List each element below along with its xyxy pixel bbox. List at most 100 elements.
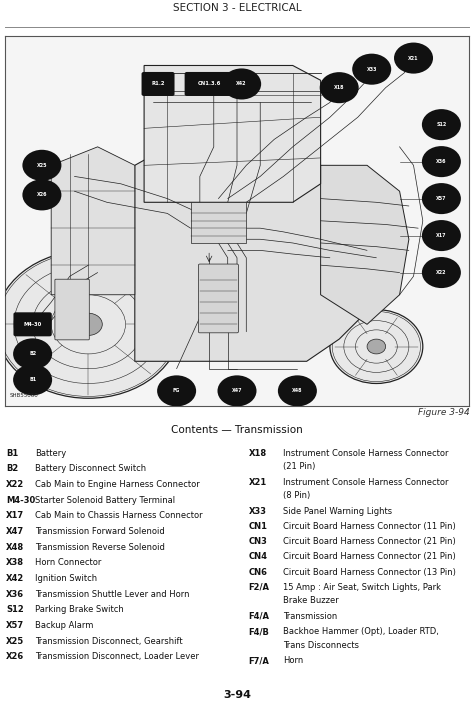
- Text: X17: X17: [436, 233, 447, 238]
- Circle shape: [422, 146, 461, 177]
- Text: M4-30: M4-30: [6, 495, 35, 505]
- Text: F2/A: F2/A: [248, 583, 270, 592]
- Text: X17: X17: [6, 511, 24, 521]
- Text: CN3: CN3: [248, 537, 267, 546]
- Text: SECTION 3 - ELECTRICAL: SECTION 3 - ELECTRICAL: [173, 3, 301, 13]
- Circle shape: [352, 54, 391, 85]
- Text: X25: X25: [6, 637, 24, 645]
- Text: X48: X48: [292, 388, 302, 393]
- Circle shape: [422, 257, 461, 288]
- Circle shape: [74, 313, 102, 335]
- Text: X36: X36: [436, 159, 447, 164]
- Text: CN1: CN1: [248, 522, 268, 531]
- FancyBboxPatch shape: [55, 279, 89, 340]
- Text: Circuit Board Harness Connector (13 Pin): Circuit Board Harness Connector (13 Pin): [283, 567, 456, 577]
- Text: S12: S12: [6, 605, 24, 614]
- FancyBboxPatch shape: [13, 312, 52, 336]
- Circle shape: [22, 180, 62, 210]
- Text: Trans Disconnects: Trans Disconnects: [283, 640, 359, 650]
- Circle shape: [330, 309, 423, 383]
- Text: Transmission Reverse Solenoid: Transmission Reverse Solenoid: [35, 543, 165, 551]
- Text: X18: X18: [248, 449, 267, 457]
- Text: X47: X47: [6, 527, 24, 536]
- Text: M4-30: M4-30: [24, 322, 42, 327]
- Text: Contents — Transmission: Contents — Transmission: [171, 426, 303, 435]
- Text: X21: X21: [408, 55, 419, 60]
- Text: Battery: Battery: [35, 449, 66, 457]
- Text: Ignition Switch: Ignition Switch: [35, 574, 97, 583]
- Text: Starter Solenoid Battery Terminal: Starter Solenoid Battery Terminal: [35, 495, 175, 505]
- Circle shape: [319, 72, 359, 103]
- Circle shape: [394, 42, 433, 74]
- Circle shape: [422, 109, 461, 140]
- Polygon shape: [51, 146, 135, 294]
- Text: Transmission Disconnect, Gearshift: Transmission Disconnect, Gearshift: [35, 637, 182, 645]
- Text: R1.2: R1.2: [151, 81, 165, 86]
- Text: X57: X57: [436, 196, 447, 201]
- Text: X48: X48: [6, 543, 24, 551]
- Text: X57: X57: [6, 621, 24, 630]
- FancyBboxPatch shape: [199, 264, 238, 333]
- Text: Figure 3-94: Figure 3-94: [418, 408, 469, 416]
- Text: F4/B: F4/B: [248, 627, 270, 636]
- Circle shape: [422, 183, 461, 214]
- Text: Horn: Horn: [283, 656, 304, 666]
- Text: F7/A: F7/A: [248, 656, 270, 666]
- Text: Backup Alarm: Backup Alarm: [35, 621, 93, 630]
- Text: B1: B1: [6, 449, 18, 457]
- Text: Horn Connector: Horn Connector: [35, 559, 101, 567]
- Text: Transmission Disconnect, Loader Lever: Transmission Disconnect, Loader Lever: [35, 652, 199, 661]
- Text: Transmission Forward Solenoid: Transmission Forward Solenoid: [35, 527, 164, 536]
- Text: X22: X22: [6, 480, 24, 489]
- Text: X33: X33: [366, 67, 377, 72]
- Text: X33: X33: [248, 507, 266, 516]
- Text: SHB55060: SHB55060: [9, 393, 38, 398]
- Circle shape: [367, 339, 386, 354]
- Text: X42: X42: [6, 574, 24, 583]
- Circle shape: [222, 68, 261, 100]
- FancyBboxPatch shape: [142, 72, 174, 96]
- Text: Cab Main to Engine Harness Connector: Cab Main to Engine Harness Connector: [35, 480, 200, 489]
- Text: X47: X47: [232, 388, 242, 393]
- Text: B1: B1: [29, 377, 36, 382]
- Text: Transmission Shuttle Lever and Horn: Transmission Shuttle Lever and Horn: [35, 589, 190, 599]
- Text: X38: X38: [6, 559, 24, 567]
- Circle shape: [0, 251, 181, 398]
- Text: Brake Buzzer: Brake Buzzer: [283, 596, 339, 605]
- Text: (8 Pin): (8 Pin): [283, 491, 310, 500]
- Text: Circuit Board Harness Connector (11 Pin): Circuit Board Harness Connector (11 Pin): [283, 522, 456, 531]
- Text: 3-94: 3-94: [223, 690, 251, 699]
- Text: Transmission: Transmission: [283, 612, 337, 621]
- Text: Side Panel Warning Lights: Side Panel Warning Lights: [283, 507, 392, 516]
- Text: Circuit Board Harness Connector (21 Pin): Circuit Board Harness Connector (21 Pin): [283, 537, 456, 546]
- Text: 15 Amp : Air Seat, Switch Lights, Park: 15 Amp : Air Seat, Switch Lights, Park: [283, 583, 441, 592]
- Text: CN4: CN4: [248, 552, 268, 561]
- Text: B2: B2: [6, 465, 18, 473]
- Polygon shape: [320, 165, 409, 325]
- Text: CN1.3.6: CN1.3.6: [198, 81, 221, 86]
- Circle shape: [13, 338, 52, 370]
- Text: S12: S12: [436, 122, 447, 127]
- Circle shape: [218, 376, 256, 406]
- Text: X42: X42: [237, 81, 247, 86]
- Text: Parking Brake Switch: Parking Brake Switch: [35, 605, 124, 614]
- Circle shape: [22, 150, 62, 181]
- Text: Cab Main to Chassis Harness Connector: Cab Main to Chassis Harness Connector: [35, 511, 202, 521]
- Text: X36: X36: [6, 589, 24, 599]
- Text: CN6: CN6: [248, 567, 268, 577]
- Text: Instrument Console Harness Connector: Instrument Console Harness Connector: [283, 449, 449, 457]
- Text: X18: X18: [334, 85, 345, 90]
- Text: X25: X25: [36, 163, 47, 168]
- Text: Instrument Console Harness Connector: Instrument Console Harness Connector: [283, 477, 449, 487]
- Polygon shape: [144, 65, 320, 202]
- Text: Backhoe Hammer (Opt), Loader RTD,: Backhoe Hammer (Opt), Loader RTD,: [283, 627, 439, 636]
- Text: B2: B2: [29, 351, 36, 356]
- Text: (21 Pin): (21 Pin): [283, 462, 316, 471]
- Text: X26: X26: [36, 192, 47, 197]
- Text: Circuit Board Harness Connector (21 Pin): Circuit Board Harness Connector (21 Pin): [283, 552, 456, 561]
- Polygon shape: [191, 202, 246, 243]
- Circle shape: [157, 376, 196, 406]
- Text: FG: FG: [173, 388, 180, 393]
- Circle shape: [278, 376, 317, 406]
- Text: F4/A: F4/A: [248, 612, 270, 621]
